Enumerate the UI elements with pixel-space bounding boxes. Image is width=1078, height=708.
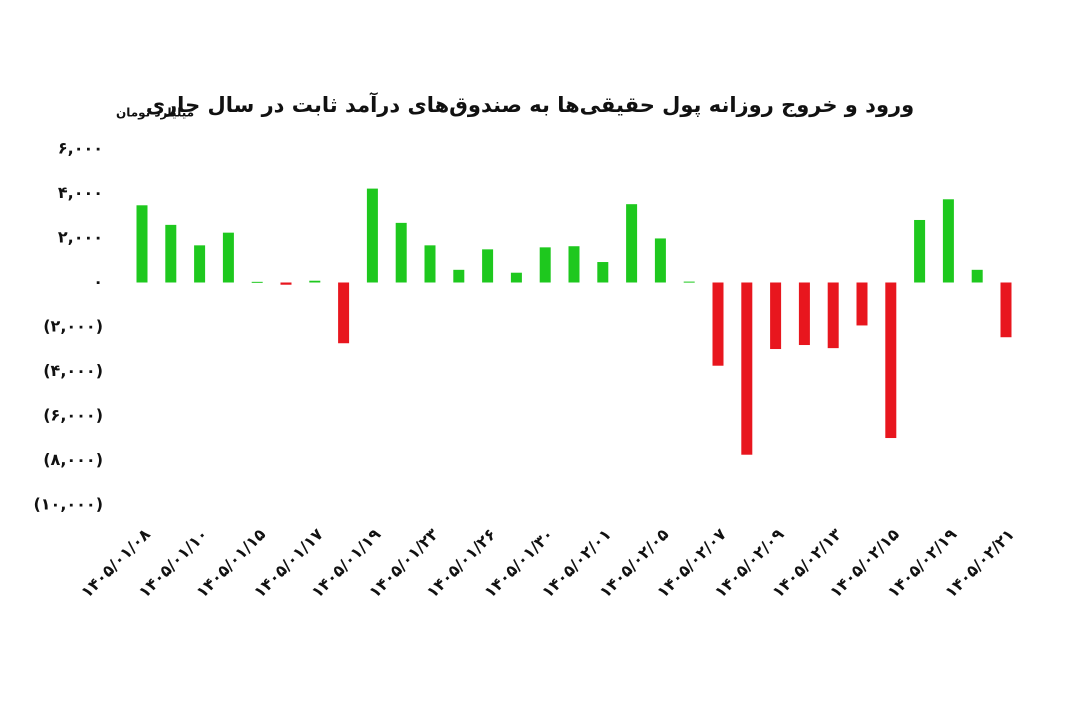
bar <box>136 205 148 283</box>
bar <box>395 222 407 283</box>
bar <box>280 282 292 285</box>
y-tick-label: ۲,۰۰۰ <box>58 228 103 247</box>
bar <box>1000 282 1012 338</box>
y-tick-label: (۶,۰۰۰) <box>43 406 103 425</box>
bar <box>338 282 350 344</box>
y-tick-label: (۲,۰۰۰) <box>43 317 103 336</box>
bar <box>683 281 695 283</box>
bar <box>309 280 321 283</box>
bar <box>856 282 868 326</box>
bar <box>741 282 753 455</box>
bar <box>568 246 580 283</box>
y-tick-label: (۱۰,۰۰۰) <box>33 495 103 514</box>
bar <box>165 224 177 283</box>
bar <box>482 249 494 283</box>
bar <box>597 262 609 283</box>
bar <box>626 204 638 283</box>
bar <box>510 272 522 283</box>
bar <box>654 238 666 283</box>
bar <box>539 247 551 283</box>
bar <box>942 199 954 283</box>
bar <box>827 282 839 349</box>
bar <box>971 269 983 283</box>
bar <box>798 282 810 346</box>
y-tick-label: (۸,۰۰۰) <box>43 450 103 469</box>
bar <box>194 245 206 283</box>
bar <box>251 281 263 283</box>
bar <box>453 269 465 283</box>
bar <box>366 188 378 283</box>
y-axis-label: میلیارد تومان <box>116 106 194 121</box>
y-tick-label: (۴,۰۰۰) <box>43 361 103 380</box>
y-tick-label: ۶,۰۰۰ <box>58 139 103 158</box>
bar <box>424 245 436 283</box>
bar <box>222 232 234 283</box>
bar <box>770 282 782 350</box>
y-tick-label: ۴,۰۰۰ <box>58 183 103 202</box>
bar <box>712 282 724 366</box>
chart-title: ورود و خروج روزانه پول حقیقی‌ها به صندوق… <box>146 92 914 118</box>
y-tick-label: ۰ <box>93 272 103 291</box>
bar <box>914 219 926 283</box>
bar <box>885 282 897 439</box>
